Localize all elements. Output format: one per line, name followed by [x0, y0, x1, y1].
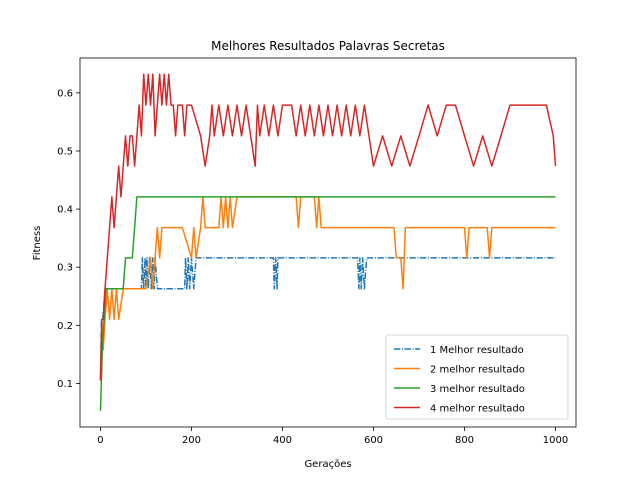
- series-line-2: [99, 196, 556, 381]
- legend: 1 Melhor resultado 2 melhor resultado 3 me…: [385, 334, 569, 420]
- axes-frame: [79, 57, 577, 428]
- series-line-1: [99, 257, 556, 381]
- chart-title: Melhores Resultados Palavras Secretas: [211, 39, 445, 53]
- plot-area: 0 200 400 600 800 1000 0.1 0.2 0.3 0.4 0.5 0.6: [57, 57, 577, 446]
- y-tick-label: 0.4: [57, 205, 73, 216]
- x-tick-label: 0: [97, 435, 103, 446]
- series-line-3: [99, 196, 556, 411]
- y-tick-label: 0.1: [57, 379, 73, 390]
- y-tick-label: 0.3: [57, 263, 73, 274]
- y-tick-label: 0.6: [57, 88, 73, 99]
- legend-box: [385, 334, 569, 420]
- legend-label-4: 4 melhor resultado: [430, 404, 525, 415]
- series-line-4: [99, 73, 557, 381]
- legend-label-3: 3 melhor resultado: [430, 384, 525, 395]
- y-tick-label: 0.5: [57, 146, 73, 157]
- y-tick-label: 0.2: [57, 321, 73, 332]
- x-tick-label: 1000: [543, 435, 568, 446]
- x-tick-label: 600: [364, 435, 383, 446]
- x-tick-label: 400: [273, 435, 292, 446]
- y-axis-title: Fitness: [32, 226, 43, 261]
- x-tick-label: 800: [455, 435, 474, 446]
- x-axis-title: Gerações: [304, 459, 351, 470]
- x-tick-label: 200: [182, 435, 201, 446]
- legend-label-2: 2 melhor resultado: [430, 365, 525, 376]
- legend-label-1: 1 Melhor resultado: [430, 345, 524, 356]
